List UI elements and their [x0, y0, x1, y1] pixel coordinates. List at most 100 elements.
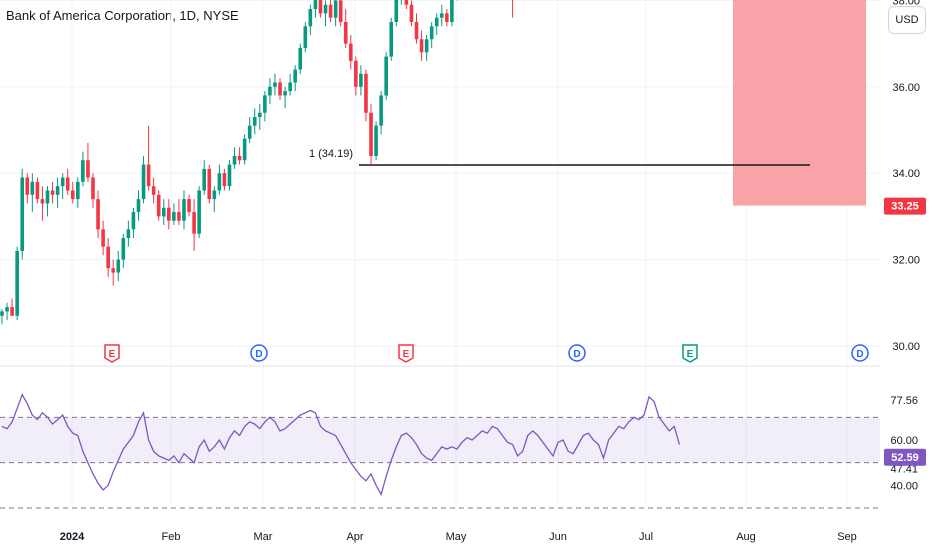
time-tick-6: Jul	[639, 531, 653, 543]
candle-body-11	[55, 186, 60, 195]
candle-body-86	[434, 17, 439, 27]
chart-title: Bank of America Corporation, 1D, NYSE	[6, 8, 239, 23]
candle-body-60	[303, 26, 308, 48]
candle-body-21	[106, 246, 110, 269]
candle-body-62	[313, 0, 318, 10]
event-marker-letter-4: E	[687, 349, 694, 360]
candle-body-28	[141, 164, 146, 200]
earnings-marker-2	[398, 344, 414, 363]
price-badge-label-3: 33.25	[891, 201, 919, 213]
candle-body-56	[283, 91, 287, 96]
candle-body-50	[252, 117, 257, 126]
candle-body-88	[445, 13, 449, 22]
candle-body-46	[232, 155, 237, 165]
earnings-marker-4	[682, 344, 698, 363]
time-tick-1: Feb	[162, 531, 181, 543]
rsi-pane	[0, 393, 880, 509]
candle-body-80	[404, 0, 409, 5]
candle-body-42	[212, 190, 217, 200]
candle-body-16	[81, 160, 85, 182]
fib-label-3: 1 (34.19)	[309, 148, 353, 160]
candle-body-48	[242, 138, 247, 161]
candle-body-7	[35, 181, 40, 200]
dividend-marker-5	[851, 344, 869, 362]
price-badge-3	[884, 197, 926, 215]
candle-body-58	[293, 69, 297, 83]
event-marker-letter-1: D	[255, 349, 262, 360]
candle-body-22	[111, 268, 116, 273]
candle-body-13	[65, 177, 70, 191]
event-marker-letter-3: D	[573, 349, 580, 360]
rsi-band	[0, 417, 880, 463]
candle-body-23	[116, 259, 121, 273]
candle-body-70	[354, 60, 358, 87]
candle-body-69	[348, 43, 353, 61]
candle-body-34	[172, 212, 176, 221]
candle-body-30	[151, 186, 156, 195]
candle-body-6	[30, 181, 35, 195]
rsi-value-badge	[884, 448, 926, 466]
candlestick-series	[0, 0, 514, 325]
candle-body-53	[268, 86, 272, 96]
time-tick-5: Jun	[549, 531, 567, 543]
candle-body-1	[5, 307, 9, 312]
candle-body-47	[237, 155, 242, 161]
rsi-value-label: 52.59	[891, 452, 919, 464]
candle-body-10	[50, 190, 55, 195]
candle-body-77	[389, 22, 394, 57]
rsi-tick-3: 40.00	[890, 480, 918, 492]
time-tick-2: Mar	[254, 531, 273, 543]
currency-button[interactable]: USD	[888, 6, 926, 34]
position-tool[interactable]	[733, 0, 866, 206]
rsi-tick-1: 60.00	[890, 435, 918, 447]
candle-body-84	[424, 39, 429, 53]
event-marker-letter-2: E	[403, 349, 410, 360]
candle-body-87	[439, 13, 444, 18]
candle-body-61	[308, 9, 313, 27]
candle-body-40	[202, 168, 206, 191]
candle-body-25	[126, 229, 131, 238]
candle-body-41	[207, 168, 212, 200]
rsi-line	[1, 393, 681, 497]
candle-body-71	[359, 73, 363, 87]
candle-body-55	[278, 82, 282, 96]
candle-body-5	[25, 177, 30, 195]
candle-body-67	[338, 0, 343, 23]
candle-body-18	[91, 177, 95, 200]
candle-body-72	[364, 73, 368, 113]
candle-body-76	[384, 56, 388, 96]
candle-body-73	[369, 112, 373, 156]
candle-body-35	[177, 212, 181, 221]
price-tick-1: 32.00	[892, 255, 920, 267]
candle-body-45	[227, 164, 232, 187]
candle-body-15	[76, 181, 80, 200]
candle-body-51	[258, 112, 262, 118]
fibonacci-retracement[interactable]: 0 (44.38)0.5 (39.28)0.618 (38.08)1 (34.1…	[288, 0, 810, 166]
rsi-tick-2: 47.41	[890, 464, 918, 476]
candle-body-19	[96, 199, 100, 230]
candle-body-14	[70, 190, 75, 200]
candle-body-43	[217, 173, 222, 191]
earnings-marker-0	[104, 344, 120, 363]
time-tick-8: Sep	[837, 531, 857, 543]
candle-body-9	[45, 190, 50, 204]
candle-body-20	[101, 229, 105, 247]
candle-body-75	[379, 95, 383, 126]
candle-body-83	[419, 39, 424, 53]
candle-body-65	[328, 4, 333, 18]
candle-body-78	[394, 0, 399, 22]
price-tick-0: 30.00	[892, 341, 920, 353]
candle-body-54	[273, 82, 277, 87]
loss-zone	[733, 0, 866, 206]
candle-body-44	[222, 173, 227, 187]
candle-body-17	[86, 160, 90, 178]
candle-body-89	[450, 0, 454, 22]
candle-body-29	[146, 164, 151, 187]
candle-body-2	[10, 307, 14, 316]
candle-body-8	[40, 199, 45, 204]
candle-body-0	[0, 311, 4, 316]
event-marker-letter-5: D	[856, 349, 863, 360]
candle-body-26	[131, 212, 136, 230]
